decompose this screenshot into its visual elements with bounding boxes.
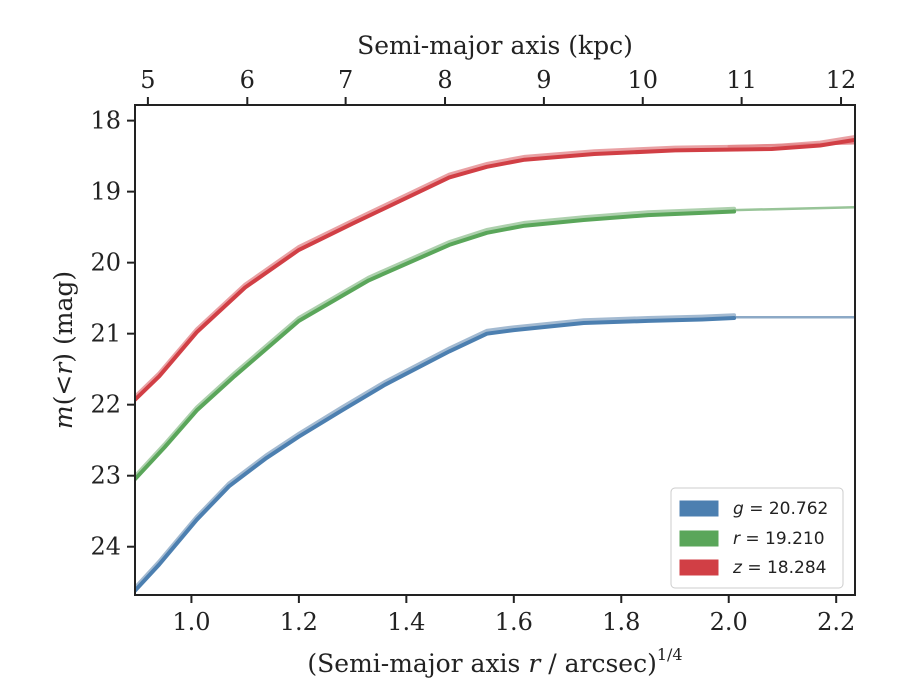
x-tick-label: 2.2 [817,608,855,636]
x-axis-title: (Semi-major axis r / arcsec)1/4 [307,645,682,678]
axes: 1.0 1.2 1.4 1.6 1.8 2.0 2.2 18 19 20 21 22 23 24 5 6 7 8 9… [90,66,856,636]
legend-entry-g: g = 20.762 [679,499,828,519]
legend-label-r-value: = 19.210 [740,529,825,549]
top-tick-label: 8 [437,66,452,94]
legend: g = 20.762 r = 19.210 z = 18.284 [670,487,844,589]
legend-label-g-var: g [733,499,744,519]
plot-frame [134,104,856,596]
legend-label-g: g = 20.762 [733,499,828,519]
legend-label-z: z = 18.284 [732,558,826,578]
top-tick-label: 5 [140,66,155,94]
x-tick-label: 1.0 [172,608,210,636]
legend-swatch-g [679,500,719,517]
y-tick-label: 21 [90,320,121,348]
legend-entry-z: z = 18.284 [679,558,826,578]
y-axis-title-r: r [49,361,78,375]
y-axis-title-end: ) (mag) [49,271,78,363]
y-tick-label: 23 [90,462,121,490]
x-tick-label: 1.6 [495,608,533,636]
y-tick-label: 24 [90,533,121,561]
legend-swatch-z [679,559,719,576]
legend-label-r: r = 19.210 [733,529,825,549]
y-axis-title: m(<r) (mag) [49,271,78,429]
top-tick-label: 11 [726,66,757,94]
legend-label-r-var: r [733,529,741,549]
series-g-band [135,313,737,590]
series-g-line [135,316,737,593]
y-tick-label: 18 [90,107,121,135]
x-tick-label: 1.8 [602,608,640,636]
legend-swatch-r [679,530,719,547]
y-tick-label: 20 [90,249,121,277]
y-tick-label: 19 [90,178,121,206]
x-axis-title-exponent: 1/4 [657,645,683,664]
top-tick-label: 9 [536,66,551,94]
x-tick-label: 1.2 [280,608,318,636]
legend-entry-r: r = 19.210 [679,529,825,549]
legend-label-g-value: = 20.762 [744,499,829,519]
y-tick-label: 22 [90,391,121,419]
plot-area [135,135,855,593]
top-tick-label: 10 [627,66,658,94]
series-r-line [135,209,737,482]
y-axis-title-m: m [49,405,78,429]
x-tick-label: 1.4 [387,608,425,636]
y-axis-title-mid: (< [49,375,78,406]
x-axis-title-prefix: (Semi-major axis [307,649,528,678]
series-z-line [135,137,855,402]
x-axis-title-var: r [528,649,542,678]
x-tick-label: 2.0 [710,608,748,636]
legend-label-z-var: z [732,558,743,578]
top-tick-label: 6 [240,66,255,94]
top-tick-label: 12 [826,66,857,94]
top-axis-title: Semi-major axis (kpc) [357,31,633,60]
series-z-band [135,135,855,399]
x-axis-title-suffix: / arcsec) [540,649,657,678]
series-r-extension [732,206,855,212]
series-r-band [135,206,737,479]
legend-label-z-value: = 18.284 [742,558,827,578]
top-tick-label: 7 [338,66,353,94]
